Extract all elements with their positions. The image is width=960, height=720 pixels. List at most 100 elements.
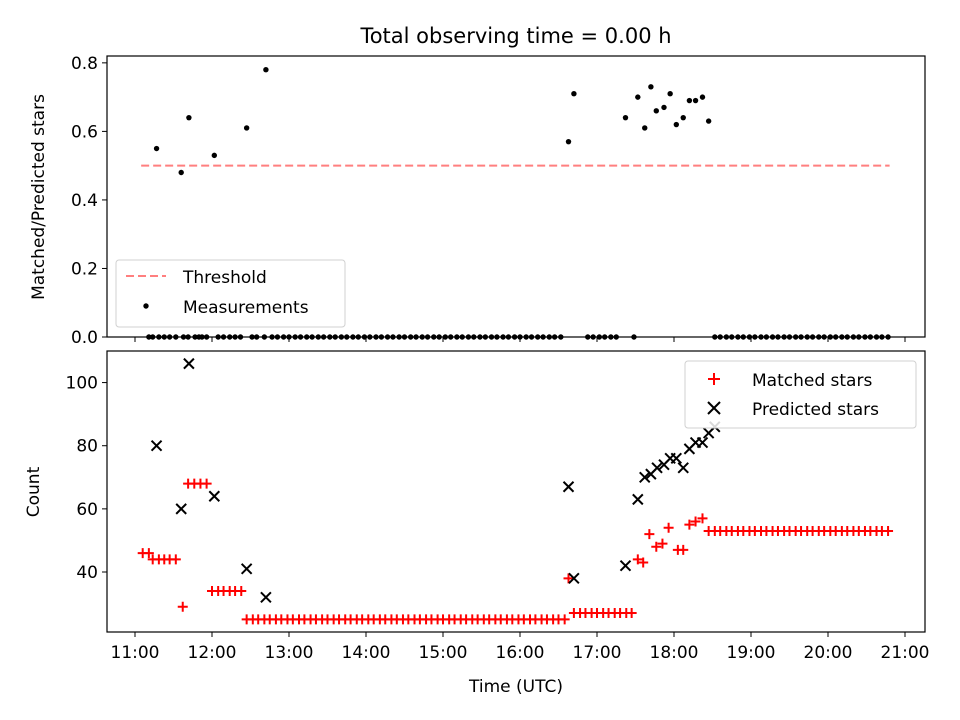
x-tick-label: 21:00 [881,643,930,663]
measurement-point [648,84,654,90]
matched-star-point [563,573,574,584]
matched-star-point [632,554,643,565]
predicted-star-point [183,357,195,370]
matched-star-point [651,541,662,552]
x-tick-label: 14:00 [342,643,391,663]
predicted-star-point [696,436,709,449]
predicted-star-point [632,493,644,506]
top-plot-frame [106,55,926,338]
matched-star-point [644,529,655,540]
top-y-axis: 0.0 0.2 0.4 0.6 0.8 [71,54,107,348]
x-tick-label: 16:00 [496,643,545,663]
predicted-star-point [562,481,575,493]
x-tick-label: 13:00 [265,643,314,663]
measurement-point [692,97,699,104]
top-y-tick-label: 0.8 [71,54,98,74]
top-legend: Threshold Measurements [115,259,346,328]
measurement-point [186,114,192,121]
threshold-legend-label: Threshold [182,268,267,288]
x-tick-label: 20:00 [804,643,853,663]
measurement-point [686,97,693,104]
predicted-legend-marker [707,401,721,415]
bottom-x-axis: 11:00 12:00 13:00 14:00 15:00 16:00 17:00 18:00… [111,632,930,663]
measurement-point [263,67,269,73]
predicted-star-point [568,572,580,585]
measurement-point [243,125,250,131]
matched-star-point [626,608,637,619]
predicted-star-point [208,490,221,502]
x-axis-label: Time (UTC) [468,677,563,697]
top-y-tick-label: 0.6 [71,122,98,142]
bottom-panel: 40 60 80 100 11:00 12:00 13:00 14:00 15:00 16:00… [24,350,930,697]
bottom-y-axis-label: Count [24,466,44,517]
matched-star-point [177,601,188,612]
top-x-ticks [134,337,906,342]
measurement-point [153,145,160,152]
measurement-point [705,118,712,124]
bottom-y-tick-label: 100 [66,374,98,394]
measurement-point [565,138,572,145]
x-tick-label: 15:00 [419,643,468,663]
x-tick-label: 19:00 [727,643,776,663]
bottom-y-tick-label: 80 [76,437,98,457]
measurement-point [635,94,641,100]
matched-star-point [559,614,570,625]
measurement-point [673,121,680,128]
predicted-points [150,357,721,603]
bottom-legend-box [684,360,917,429]
measurement-point [211,152,218,159]
measurement-point [661,104,667,111]
x-tick-label: 11:00 [111,643,160,663]
matched-star-point [690,516,701,527]
top-y-axis-label: Matched/Predicted stars [29,94,49,300]
predicted-star-point [175,503,187,515]
matched-star-point [236,585,247,596]
matched-star-point [883,525,894,536]
bottom-plot-frame [106,350,926,633]
x-tick-label: 18:00 [650,643,699,663]
top-y-tick-label: 0.4 [71,191,98,211]
predicted-star-point [670,452,683,465]
matched-points [137,478,894,625]
matched-star-point [657,538,668,549]
matched-star-point [201,478,212,489]
predicted-star-point [260,591,272,603]
top-legend-box [115,259,346,328]
measurement-point [642,125,648,131]
bottom-y-tick-label: 60 [76,500,98,520]
measurement-point [571,90,577,97]
measurement-point [653,108,659,114]
matched-star-point [170,554,181,565]
predicted-star-point [651,462,663,474]
measurements-legend-label: Measurements [183,298,309,318]
predicted-star-point [619,559,632,572]
bottom-y-axis: 40 60 80 100 [66,374,107,583]
matched-star-point [697,513,708,524]
matched-star-point [638,557,649,568]
measurements-legend-marker [143,303,149,309]
matched-star-point [663,522,674,533]
predicted-legend-label: Predicted stars [752,400,879,420]
x-tick-label: 12:00 [188,643,237,663]
measurement-point [622,114,629,121]
bottom-y-tick-label: 40 [76,563,98,583]
predicted-star-point [150,440,163,452]
matched-legend-marker [708,373,720,385]
top-y-tick-label: 0.0 [71,328,98,348]
x-tick-label: 17:00 [573,643,622,663]
predicted-star-point [240,563,253,575]
predicted-star-point [639,471,651,483]
matched-star-point [143,548,154,559]
top-y-tick-label: 0.2 [71,259,98,279]
measurement-point [699,94,706,100]
matched-legend-label: Matched stars [752,371,872,391]
figure-title: Total observing time = 0.00 h [359,24,671,48]
predicted-star-point [677,462,689,474]
measurement-point [667,90,673,97]
measurement-point [680,114,686,121]
top-panel: 0.00.20.40.60.8 Matched/Predicted stars … [29,54,926,348]
matched-star-point [684,519,695,530]
bottom-legend: Matched stars Predicted stars [684,360,917,429]
matched-star-point [678,544,689,555]
